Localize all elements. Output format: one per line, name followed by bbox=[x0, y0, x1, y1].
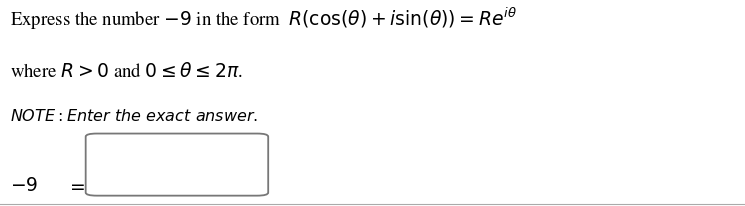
FancyBboxPatch shape bbox=[86, 134, 268, 196]
Text: $=$: $=$ bbox=[66, 177, 85, 194]
Text: $-9$: $-9$ bbox=[10, 177, 39, 194]
Text: $\it{NOTE}$$\mathit{: Enter\ the\ exact\ answer.}$: $\it{NOTE}$$\mathit{: Enter\ the\ exact\… bbox=[10, 107, 259, 123]
Text: Express the number $-9$ in the form  $R(\cos(\theta) + i\sin(\theta)) = Re^{i\th: Express the number $-9$ in the form $R(\… bbox=[10, 6, 518, 32]
Text: where $R > 0$ and $0 \leq \theta \leq 2\pi$.: where $R > 0$ and $0 \leq \theta \leq 2\… bbox=[10, 62, 244, 81]
